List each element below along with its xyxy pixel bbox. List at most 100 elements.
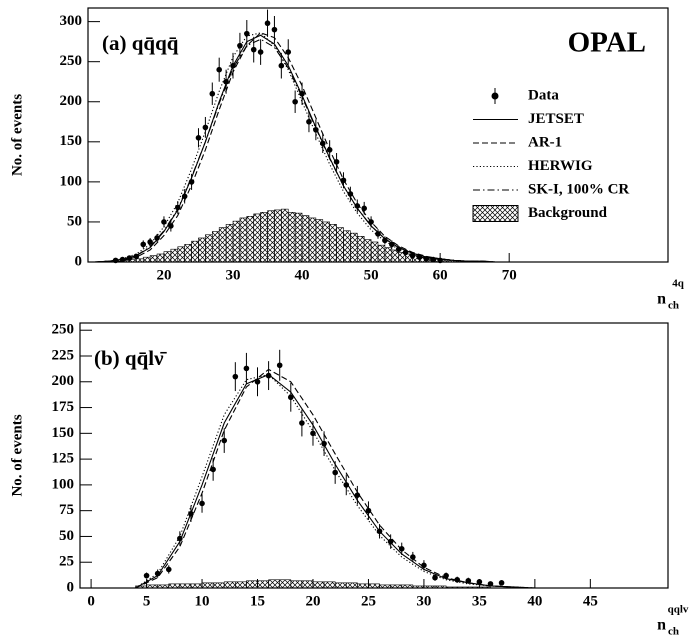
data-point: [423, 255, 430, 262]
data-point: [223, 78, 229, 85]
background-bar: [345, 582, 358, 589]
data-point: [421, 562, 427, 569]
data-point: [140, 241, 147, 248]
data-point: [154, 570, 161, 577]
panel: 0 5 10 15 20 25 30 35 40 45 0 25 50 75 100 125 150 175 200…: [9, 322, 688, 638]
y-tick-label: 25: [59, 554, 74, 570]
data-point: [310, 430, 316, 437]
data-point: [174, 204, 181, 211]
data-point: [361, 205, 367, 212]
data-point: [376, 528, 383, 535]
data-point: [285, 49, 292, 55]
data-point: [498, 580, 505, 586]
data-point: [119, 256, 126, 263]
background-bar: [253, 213, 261, 263]
data-point: [389, 241, 395, 248]
data-point: [416, 254, 423, 260]
data-point: [287, 394, 294, 401]
background-bar: [329, 224, 337, 263]
data-point: [365, 507, 372, 514]
background-bar: [218, 227, 227, 263]
x-tick-label: 60: [433, 267, 448, 283]
x-tick-label: 25: [361, 593, 376, 609]
data-point: [326, 147, 333, 153]
background-bar: [149, 255, 158, 263]
x-axis-label-sub: ch: [668, 626, 679, 638]
y-tick-label: 150: [52, 425, 75, 441]
data-point: [368, 219, 374, 225]
x-tick-label: 5: [143, 593, 151, 609]
data-point: [181, 193, 188, 200]
background-bar: [190, 583, 203, 589]
data-point: [430, 256, 437, 263]
x-tick-label: 35: [472, 593, 487, 609]
panel: 20 30 40 50 60 70 0 50 100 150 200 250 300 No. of eve…: [9, 7, 685, 312]
background-bar: [201, 582, 214, 589]
data-point: [382, 237, 388, 244]
background-bar: [370, 241, 379, 263]
legend-swatch: [472, 205, 519, 222]
background-bar: [336, 227, 344, 263]
background-bar: [368, 583, 380, 589]
y-tick-label: 200: [52, 373, 75, 389]
background-bar: [301, 215, 310, 263]
data-point: [216, 66, 222, 73]
x-tick-label: 30: [226, 267, 241, 283]
data-point: [398, 546, 405, 552]
data-point: [387, 538, 394, 545]
data-point: [257, 49, 264, 55]
background-bar: [239, 217, 248, 263]
x-tick-label: 20: [156, 267, 171, 283]
data-point: [143, 572, 150, 579]
y-tick-label: 50: [67, 213, 82, 229]
y-tick-label: 150: [60, 133, 83, 149]
y-tick-label: 100: [60, 173, 83, 189]
data-point: [265, 372, 272, 379]
background-bar: [232, 220, 241, 263]
y-tick-label: 125: [52, 451, 75, 467]
y-tick-label: 100: [52, 476, 75, 492]
background-bar: [191, 240, 199, 263]
legend-data-marker: [491, 92, 499, 100]
y-tick-label: 0: [67, 579, 75, 595]
data-point: [340, 177, 347, 184]
x-axis-label: n: [657, 617, 666, 634]
background-bar: [156, 253, 165, 263]
data-point: [244, 30, 250, 37]
y-tick-label: 0: [75, 253, 83, 269]
background-bar: [294, 212, 303, 263]
data-point: [292, 98, 298, 105]
data-point: [250, 46, 257, 53]
data-point: [177, 535, 183, 542]
data-point: [375, 231, 381, 237]
legend-label: SK-I, 100% CR: [528, 181, 629, 197]
background-bar: [350, 232, 358, 263]
data-point: [306, 118, 312, 125]
background-bar: [274, 209, 282, 263]
data-point: [319, 140, 326, 147]
data-point: [210, 466, 216, 473]
y-tick-label: 200: [60, 93, 83, 109]
data-point: [195, 135, 202, 141]
data-point: [354, 492, 361, 498]
data-point: [487, 581, 494, 587]
background-bar: [163, 251, 172, 263]
data-point: [299, 90, 305, 97]
data-point: [432, 574, 438, 581]
data-point: [264, 20, 271, 27]
plot-frame: [87, 7, 669, 263]
data-point: [465, 577, 472, 584]
data-point: [402, 249, 409, 256]
data-point: [299, 420, 305, 426]
background-bar: [184, 244, 192, 263]
background-bar: [343, 230, 351, 263]
x-axis-label: n: [657, 291, 666, 308]
background-bar: [281, 208, 289, 263]
data-point: [454, 576, 461, 583]
panel-label: (b) qq̄lν̄: [94, 346, 167, 370]
legend-label: JETSET: [528, 111, 584, 127]
data-point: [332, 469, 338, 476]
x-axis-label-sup: 4q: [672, 278, 685, 290]
background-bar: [384, 247, 393, 263]
x-tick-label: 20: [305, 593, 320, 609]
